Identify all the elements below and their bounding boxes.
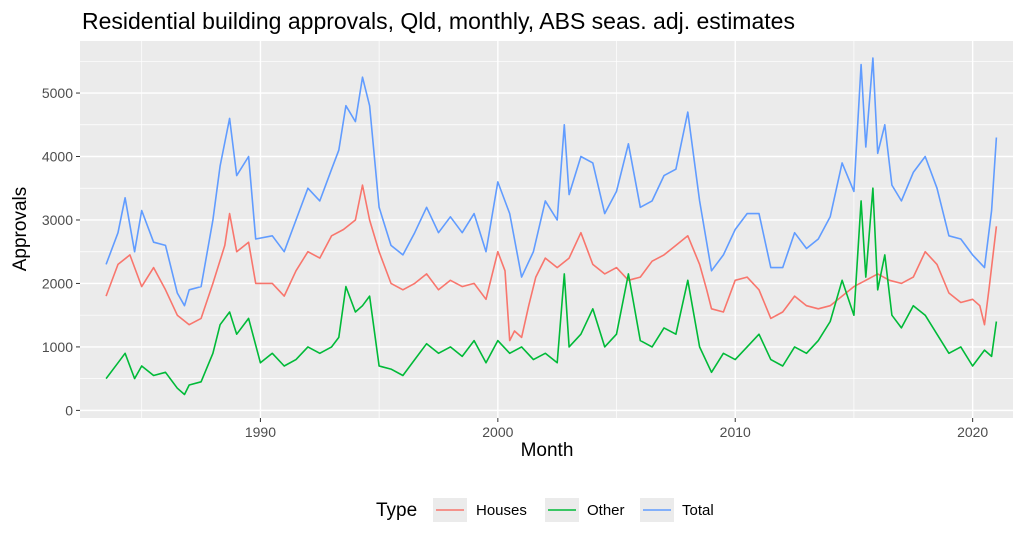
series-line-total: [105, 57, 998, 307]
y-tick-label: 4000: [42, 149, 73, 165]
x-tick-label: 1990: [245, 424, 276, 440]
x-tick-label: 2000: [482, 424, 513, 440]
y-tick-label: 5000: [42, 85, 73, 101]
x-tick-label: 2010: [720, 424, 751, 440]
series-line-other: [105, 187, 998, 396]
x-axis-title: Month: [521, 440, 574, 461]
x-axis: 1990 2000 2010 2020: [245, 418, 988, 440]
y-tick-label: 0: [65, 402, 73, 418]
legend-title: Type: [376, 500, 417, 521]
legend-label-total: Total: [682, 502, 714, 519]
x-tick-label: 2020: [957, 424, 988, 440]
y-tick-label: 1000: [42, 339, 73, 355]
y-axis: 0 1000 2000 3000 4000 5000: [42, 85, 80, 418]
chart-title: Residential building approvals, Qld, mon…: [82, 8, 795, 34]
series-lines: [105, 57, 998, 396]
legend-label-other: Other: [587, 502, 625, 519]
y-tick-label: 3000: [42, 212, 73, 228]
y-axis-title: Approvals: [10, 187, 31, 272]
legend-label-houses: Houses: [476, 502, 527, 519]
legend: Type Houses Other Total: [376, 498, 714, 522]
y-tick-label: 2000: [42, 275, 73, 291]
plot-panel: [80, 41, 1013, 418]
